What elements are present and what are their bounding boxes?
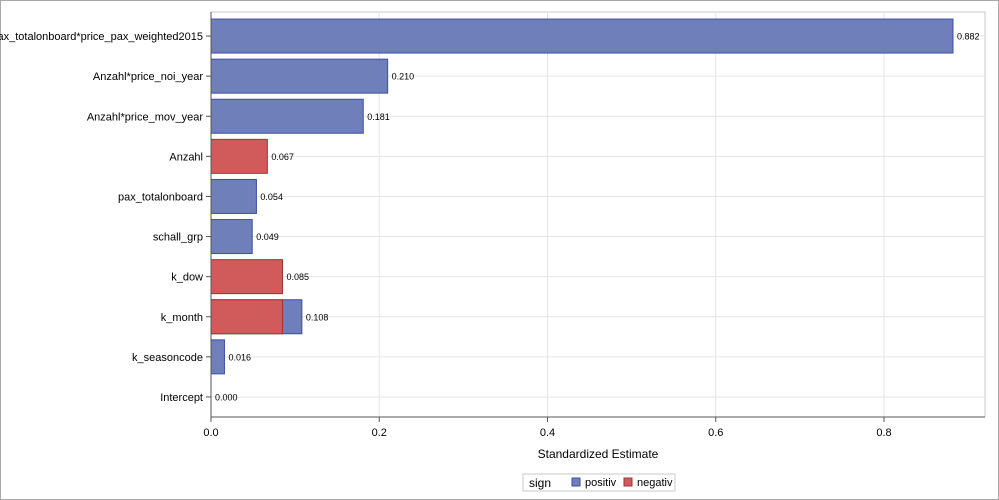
data-label: 0.882 <box>957 32 980 42</box>
y-tick-label: Anzahl <box>169 151 203 163</box>
bar-positiv <box>210 18 954 54</box>
bar-positiv <box>210 219 253 255</box>
data-label: 0.049 <box>256 232 279 242</box>
y-tick-label: Intercept <box>160 392 203 404</box>
data-label: 0.000 <box>215 392 238 402</box>
bar-negativ <box>210 259 284 295</box>
x-tick-label: 0.8 <box>876 427 891 439</box>
bar-positiv <box>210 98 364 134</box>
legend-box <box>522 473 676 492</box>
legend-title: sign <box>529 476 551 490</box>
y-tick-label: k_dow <box>171 272 203 284</box>
legend-swatch-negativ <box>623 477 633 487</box>
data-label: 0.016 <box>228 352 251 362</box>
bar-positiv <box>210 178 257 214</box>
x-tick-label: 0.2 <box>372 427 387 439</box>
bar-positiv <box>210 58 389 94</box>
x-tick-label: 0.0 <box>203 427 218 439</box>
y-tick-label: k_seasoncode <box>132 352 203 364</box>
data-label: 0.210 <box>392 72 415 82</box>
bar-positiv <box>210 339 225 375</box>
data-label: 0.085 <box>287 272 310 282</box>
y-tick-label: k_month <box>161 312 203 324</box>
data-label: 0.108 <box>306 312 329 322</box>
y-tick-label: pax_totalonboard*price_pax_weighted2015 <box>0 31 203 43</box>
y-tick-label: pax_totalonboard <box>118 191 203 203</box>
y-tick-label: schall_grp <box>153 232 203 244</box>
bar-negativ <box>210 138 268 174</box>
y-tick-label: Anzahl*price_noi_year <box>93 71 203 83</box>
x-tick-label: 0.4 <box>540 427 555 439</box>
data-label: 0.181 <box>367 112 390 122</box>
legend-swatch-positiv <box>571 477 581 487</box>
legend-label-negativ: negativ <box>637 477 673 489</box>
bar-negativ <box>210 299 284 335</box>
y-tick-label: Anzahl*price_mov_year <box>87 111 204 123</box>
data-label: 0.054 <box>260 192 283 202</box>
x-tick-label: 0.6 <box>708 427 723 439</box>
legend-label-positiv: positiv <box>585 477 617 489</box>
data-label: 0.067 <box>271 152 294 162</box>
x-axis-title: Standardized Estimate <box>538 447 659 461</box>
